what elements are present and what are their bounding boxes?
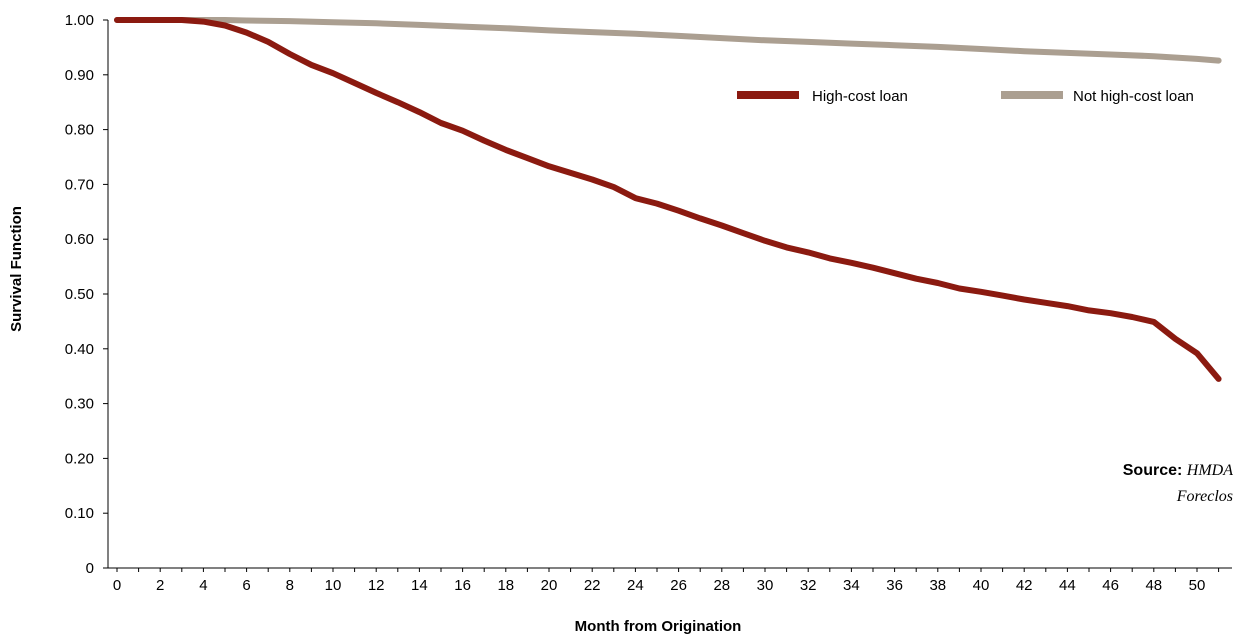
x-tick-label: 0: [113, 577, 121, 594]
x-tick-label: 26: [670, 577, 687, 594]
y-tick-label: 0.30: [65, 396, 94, 413]
y-tick-label: 0.20: [65, 450, 94, 467]
x-tick-label: 22: [584, 577, 601, 594]
y-tick-label: 0.50: [65, 286, 94, 303]
x-tick-label: 6: [242, 577, 250, 594]
plot-area: 0 0.10 0.20 0.30 0.40 0.50 0.60 0.70 0.80 0.90 1.0…: [65, 12, 1232, 594]
y-tick-label: 0.70: [65, 176, 94, 193]
y-tick-label: 0.40: [65, 341, 94, 358]
y-axis: 0 0.10 0.20 0.30 0.40 0.50 0.60 0.70 0.80 0.90 1.0…: [65, 12, 108, 577]
x-tick-label: 12: [368, 577, 385, 594]
x-tick-label: 10: [325, 577, 342, 594]
x-tick-label: 34: [843, 577, 860, 594]
source-line1: HMDA: [1186, 462, 1233, 479]
x-axis: 0 2 4 6 8 10 12 14 16 18 20 22 24 26 28 30 32 34 36 38 40 42 4…: [113, 568, 1220, 594]
x-tick-label: 16: [454, 577, 471, 594]
legend-label-high-cost: High-cost loan: [812, 88, 908, 105]
y-tick-label: 0.60: [65, 231, 94, 248]
x-tick-label: 32: [800, 577, 817, 594]
x-axis-title: Month from Origination: [575, 618, 742, 635]
legend-label-not-high-cost: Not high-cost loan: [1073, 88, 1194, 105]
x-tick-label: 48: [1145, 577, 1162, 594]
source-line2: Foreclos: [1176, 488, 1233, 505]
x-tick-label: 30: [757, 577, 774, 594]
series-lines: [114, 17, 1222, 382]
x-tick-label: 28: [713, 577, 730, 594]
legend-swatch-high-cost: [737, 91, 799, 99]
series-line-not-high-cost: [114, 17, 1222, 64]
source-label: Source:: [1122, 462, 1183, 479]
y-tick-label: 0.10: [65, 505, 94, 522]
y-tick-label: 0: [86, 560, 94, 577]
y-axis-title: Survival Function: [8, 206, 25, 332]
x-tick-label: 18: [497, 577, 514, 594]
y-tick-label: 1.00: [65, 12, 94, 29]
series-line-high-cost: [114, 17, 1222, 382]
y-tick-label: 0.80: [65, 122, 94, 139]
x-tick-label: 40: [973, 577, 990, 594]
x-tick-label: 38: [929, 577, 946, 594]
x-tick-label: 44: [1059, 577, 1076, 594]
x-tick-label: 14: [411, 577, 428, 594]
source-note: Source: HMDA Foreclos: [1123, 458, 1233, 510]
x-tick-label: 2: [156, 577, 164, 594]
x-tick-label: 50: [1189, 577, 1206, 594]
x-tick-label: 4: [199, 577, 207, 594]
x-tick-label: 46: [1102, 577, 1119, 594]
x-tick-label: 20: [541, 577, 558, 594]
legend-swatch-not-high-cost: [1001, 91, 1063, 99]
x-tick-label: 24: [627, 577, 644, 594]
legend: High-cost loan Not high-cost loan: [737, 88, 1194, 105]
x-tick-label: 42: [1016, 577, 1033, 594]
x-tick-label: 8: [286, 577, 294, 594]
x-tick-label: 36: [886, 577, 903, 594]
y-tick-label: 0.90: [65, 67, 94, 84]
